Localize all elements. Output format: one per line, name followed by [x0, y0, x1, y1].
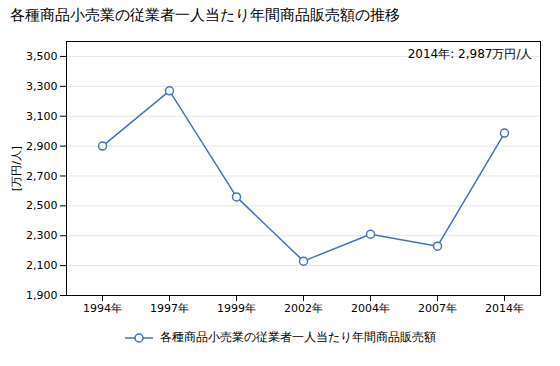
svg-text:2007年: 2007年: [418, 302, 457, 315]
svg-text:2014年: 2014年: [485, 302, 524, 315]
svg-text:1,900: 1,900: [26, 289, 58, 302]
svg-text:1994年: 1994年: [83, 302, 122, 315]
html-text:各種商品小売業の従業者一人当たり年間商品販売額: 各種商品小売業の従業者一人当たり年間商品販売額: [160, 330, 436, 344]
html-text:各種商品小売業の従業者一人当たり年間商品販売額の推移: 各種商品小売業の従業者一人当たり年間商品販売額の推移: [10, 6, 400, 24]
svg-text:2002年: 2002年: [284, 302, 323, 315]
svg-text:2014年: 2,987万円/人: 2014年: 2,987万円/人: [408, 47, 533, 61]
svg-text:2,100: 2,100: [26, 259, 58, 272]
svg-text:1997年: 1997年: [150, 302, 189, 315]
svg-text:2,300: 2,300: [26, 229, 58, 242]
svg-text:2,700: 2,700: [26, 169, 58, 182]
svg-text:1999年: 1999年: [217, 302, 256, 315]
svg-text:2,900: 2,900: [26, 140, 58, 153]
svg-text:3,300: 3,300: [26, 80, 58, 93]
svg-text:2004年: 2004年: [351, 302, 390, 315]
svg-text:2,500: 2,500: [26, 199, 58, 212]
svg-text:[万円/人]: [万円/人]: [10, 146, 23, 191]
svg-text:3,100: 3,100: [26, 110, 58, 123]
svg-text:3,500: 3,500: [26, 50, 58, 63]
